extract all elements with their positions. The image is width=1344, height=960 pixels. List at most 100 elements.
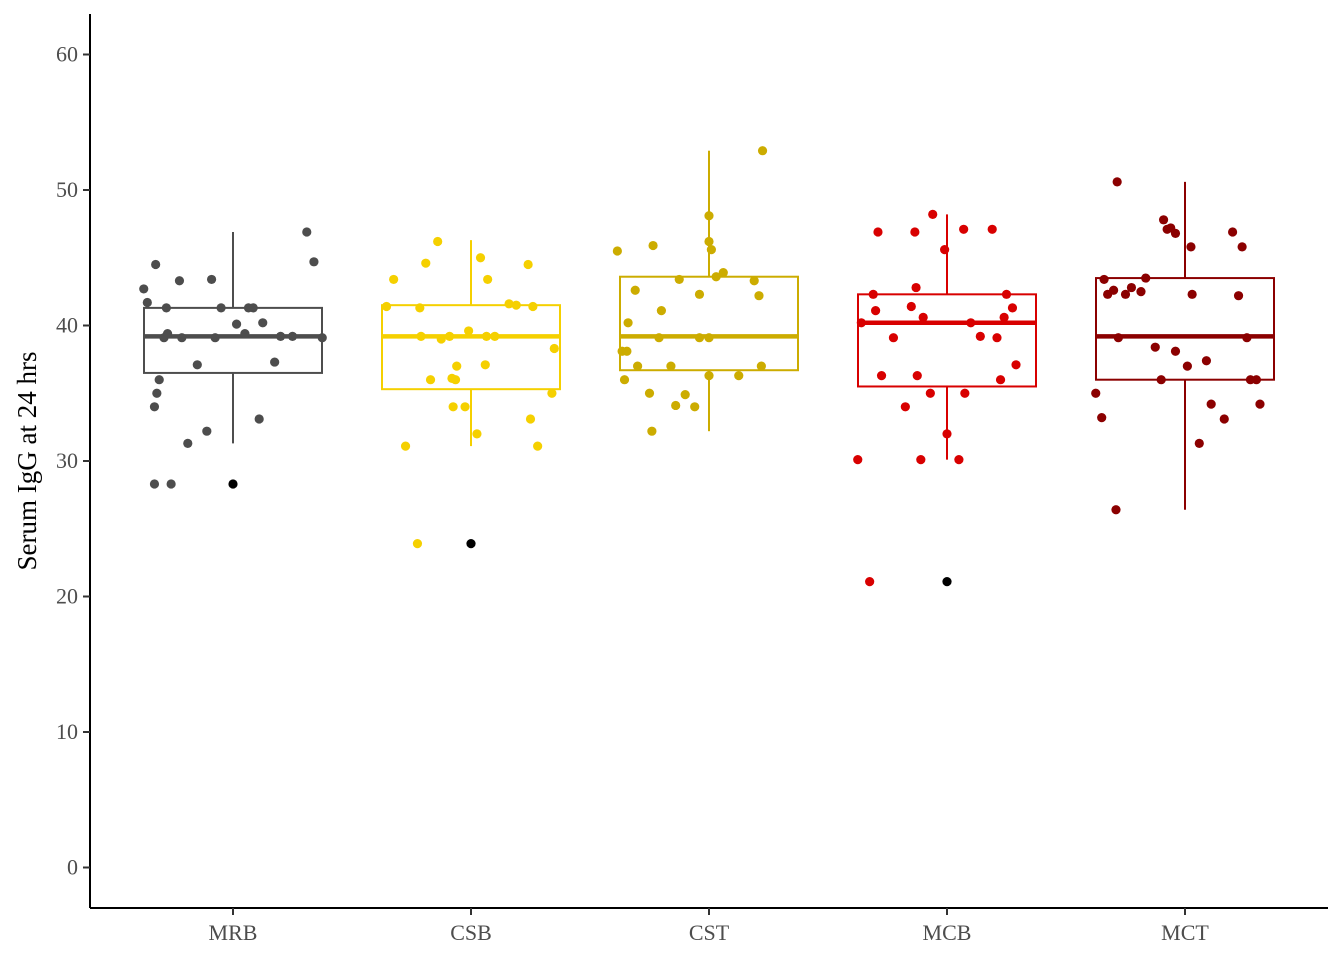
data-point <box>654 333 664 343</box>
data-point <box>1251 375 1261 385</box>
data-point <box>1109 285 1119 295</box>
data-point <box>389 274 399 285</box>
data-point <box>1201 356 1212 366</box>
data-point <box>460 402 470 412</box>
data-point <box>1255 399 1265 409</box>
data-point <box>549 343 559 354</box>
data-point <box>1111 505 1121 515</box>
data-point <box>644 388 655 398</box>
data-point <box>400 441 411 451</box>
data-point <box>416 331 426 341</box>
data-point <box>162 329 173 339</box>
data-point <box>623 318 633 328</box>
data-point <box>1219 414 1229 424</box>
data-point <box>166 479 176 489</box>
data-point <box>523 259 533 270</box>
data-point <box>177 333 187 343</box>
box-iqr <box>619 275 799 372</box>
data-point <box>381 301 392 312</box>
data-point <box>754 291 764 301</box>
axes: 0 10 20 30 40 50 60 MRB CSB CST MCB MCT <box>56 14 1328 945</box>
data-point <box>987 224 997 234</box>
data-point <box>711 272 721 282</box>
data-point <box>975 331 985 341</box>
box-group-mcb <box>853 209 1037 587</box>
data-point <box>1237 242 1247 252</box>
data-point <box>865 576 875 587</box>
data-point <box>718 268 728 278</box>
data-point <box>871 305 881 316</box>
data-point <box>1141 273 1151 283</box>
box-iqr <box>1095 277 1275 381</box>
data-point <box>734 371 744 381</box>
y-tick-label: 60 <box>56 42 78 67</box>
data-point <box>674 274 684 285</box>
x-tick-label: MRB <box>209 920 258 945</box>
plot-area <box>139 146 1275 587</box>
data-point <box>1170 346 1181 356</box>
box-group-csb <box>381 236 561 549</box>
data-point <box>900 402 910 412</box>
data-point <box>704 236 714 247</box>
data-point <box>174 276 185 286</box>
data-point <box>436 334 446 344</box>
data-point <box>287 331 298 341</box>
data-point <box>942 429 952 439</box>
data-point <box>1156 375 1166 385</box>
data-point <box>656 305 667 316</box>
data-point <box>918 312 928 322</box>
data-point <box>671 400 681 411</box>
data-point <box>533 441 543 451</box>
x-tick-label: MCB <box>923 920 972 945</box>
data-point <box>940 245 950 255</box>
data-point <box>248 303 258 313</box>
data-point <box>694 333 705 343</box>
data-point <box>1126 282 1137 293</box>
y-tick-label: 40 <box>56 313 78 338</box>
data-point <box>258 318 268 328</box>
y-tick-label: 50 <box>56 177 78 202</box>
data-point <box>254 414 264 424</box>
data-point <box>916 455 926 465</box>
data-point <box>504 299 514 309</box>
data-point <box>444 331 455 341</box>
data-point <box>183 438 193 448</box>
data-point <box>648 240 658 251</box>
data-point <box>433 236 443 247</box>
data-point <box>619 375 630 385</box>
data-point <box>1170 228 1181 238</box>
outlier-point <box>228 479 238 489</box>
data-point <box>151 259 161 270</box>
data-point <box>1001 289 1012 299</box>
data-point <box>149 479 160 489</box>
data-point <box>1113 333 1123 343</box>
data-point <box>925 388 935 398</box>
data-point <box>1112 177 1122 187</box>
data-point <box>415 303 425 313</box>
data-point <box>680 390 690 400</box>
data-point <box>464 326 474 336</box>
data-point <box>912 371 922 381</box>
data-point <box>992 333 1002 343</box>
data-point <box>647 426 657 436</box>
data-point <box>231 319 242 329</box>
data-point <box>276 331 286 341</box>
data-point <box>161 303 171 313</box>
data-point <box>525 414 536 424</box>
data-point <box>749 276 759 286</box>
data-point <box>995 375 1006 385</box>
x-tick-label: CSB <box>450 920 492 945</box>
data-point <box>1097 413 1107 423</box>
data-point <box>1136 287 1146 297</box>
data-point <box>1011 360 1021 370</box>
data-point <box>1150 342 1160 352</box>
data-point <box>966 318 976 328</box>
data-point <box>202 426 212 436</box>
data-point <box>317 333 327 343</box>
data-point <box>421 258 431 268</box>
box-group-mct <box>1091 177 1275 515</box>
data-point <box>1206 399 1216 409</box>
data-point <box>412 539 423 549</box>
data-point <box>853 455 863 465</box>
data-point <box>481 331 492 341</box>
